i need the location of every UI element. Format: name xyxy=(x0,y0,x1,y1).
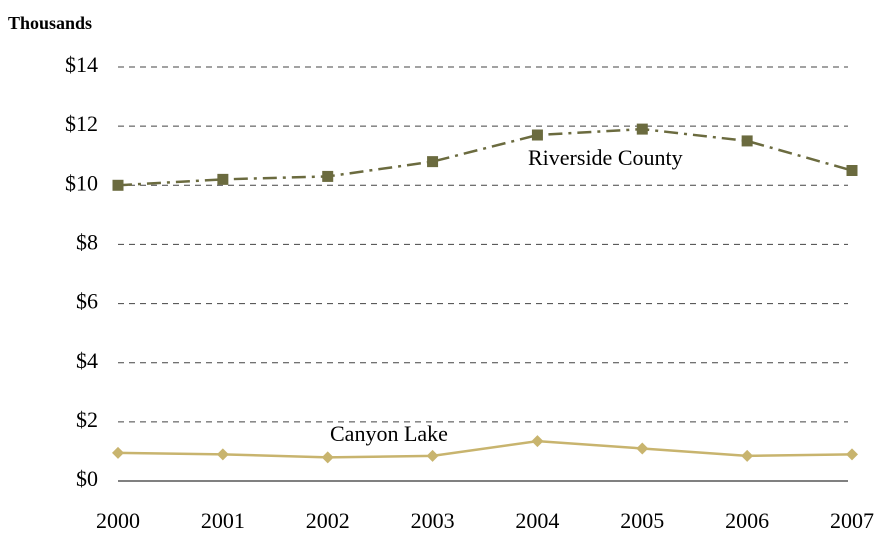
x-tick-label: 2003 xyxy=(411,508,455,533)
series-line xyxy=(117,127,853,187)
marker xyxy=(531,129,543,141)
marker xyxy=(112,179,124,191)
marker xyxy=(636,442,649,455)
marker xyxy=(636,123,648,135)
marker xyxy=(427,156,439,168)
marker xyxy=(216,448,229,461)
marker xyxy=(322,170,334,182)
marker xyxy=(321,451,334,464)
marker xyxy=(741,135,753,147)
series-label: Canyon Lake xyxy=(330,421,448,446)
y-tick-label: $6 xyxy=(76,289,98,314)
x-tick-label: 2001 xyxy=(201,508,245,533)
y-tick-label: $12 xyxy=(65,111,98,136)
marker xyxy=(846,448,858,461)
y-axis-label: Thousands xyxy=(8,13,92,33)
marker xyxy=(846,165,858,176)
x-tick-label: 2004 xyxy=(515,508,559,533)
series-line xyxy=(117,439,853,459)
marker xyxy=(531,435,544,448)
y-tick-label: $0 xyxy=(76,466,98,491)
x-tick-label: 2000 xyxy=(96,508,140,533)
x-tick-label: 2002 xyxy=(306,508,350,533)
y-tick-label: $14 xyxy=(65,52,98,77)
y-tick-label: $4 xyxy=(76,348,98,373)
marker xyxy=(112,446,124,459)
y-tick-label: $8 xyxy=(76,229,98,254)
marker xyxy=(217,173,229,185)
x-tick-label: 2005 xyxy=(620,508,664,533)
y-tick-label: $2 xyxy=(76,407,98,432)
marker xyxy=(741,449,754,462)
x-tick-label: 2007 xyxy=(830,508,874,533)
series-label: Riverside County xyxy=(528,145,683,170)
x-tick-label: 2006 xyxy=(725,508,769,533)
marker xyxy=(426,449,439,462)
y-tick-label: $10 xyxy=(65,170,98,195)
